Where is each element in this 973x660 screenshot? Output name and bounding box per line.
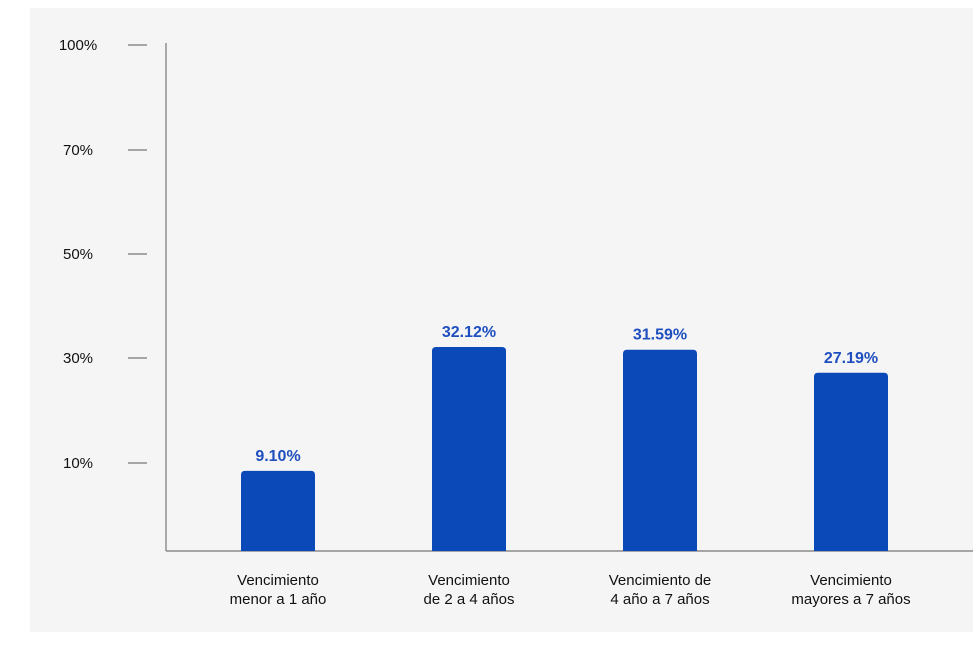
x-category-label: de 2 a 4 años (424, 591, 515, 608)
bar (814, 372, 888, 551)
y-tick-label: 70% (63, 142, 93, 159)
x-category-label: mayores a 7 años (791, 591, 910, 608)
x-category-label: 4 año a 7 años (610, 591, 709, 608)
y-tick-label: 10% (63, 455, 93, 472)
bar-value-label: 32.12% (442, 324, 496, 341)
bar-value-label: 9.10% (255, 448, 300, 465)
bar (241, 470, 315, 551)
x-category-label: Vencimiento (237, 572, 319, 589)
bar-value-label: 31.59% (633, 327, 687, 344)
bar (432, 346, 506, 551)
bar (623, 349, 697, 551)
x-category-label: menor a 1 año (230, 591, 327, 608)
y-tick-label: 50% (63, 246, 93, 263)
bar-value-label: 27.19% (824, 350, 878, 367)
x-category-label: Vencimiento (428, 572, 510, 589)
y-tick-label: 100% (59, 37, 97, 54)
x-category-label: Vencimiento (810, 572, 892, 589)
x-category-label: Vencimiento de (609, 572, 712, 589)
y-tick-label: 30% (63, 350, 93, 367)
